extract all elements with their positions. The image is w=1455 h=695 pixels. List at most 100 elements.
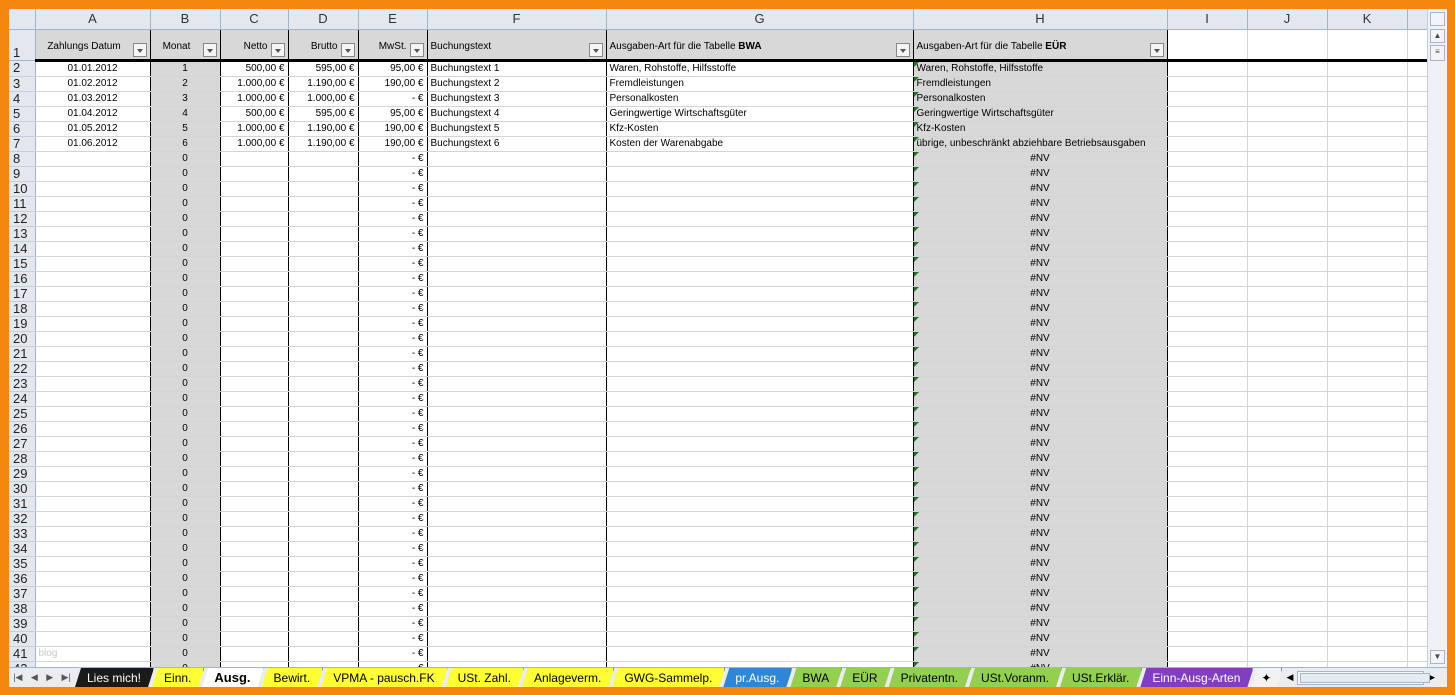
cell[interactable] — [35, 271, 151, 287]
cell[interactable]: 190,00 € — [358, 76, 428, 92]
cell[interactable] — [288, 616, 359, 632]
empty-cell[interactable] — [1167, 466, 1248, 482]
cell[interactable] — [35, 586, 151, 602]
cell[interactable]: 595,00 € — [288, 60, 359, 77]
empty-cell[interactable] — [1327, 616, 1408, 632]
column-header[interactable]: K — [1327, 9, 1408, 30]
empty-cell[interactable] — [1247, 121, 1328, 137]
cell[interactable] — [427, 181, 607, 197]
empty-cell[interactable] — [1167, 121, 1248, 137]
empty-cell[interactable] — [1167, 166, 1248, 182]
empty-cell[interactable] — [1247, 271, 1328, 287]
cell[interactable]: - € — [358, 571, 428, 587]
cell[interactable]: 0 — [150, 196, 221, 212]
cell[interactable] — [35, 406, 151, 422]
empty-cell[interactable] — [1407, 151, 1427, 167]
cell[interactable] — [288, 661, 359, 667]
empty-cell[interactable] — [1407, 331, 1427, 347]
cell[interactable]: 0 — [150, 571, 221, 587]
cell[interactable]: Kosten der Warenabgabe — [606, 136, 914, 152]
empty-cell[interactable] — [1247, 106, 1328, 122]
cell[interactable]: 500,00 € — [220, 106, 289, 122]
cell[interactable]: Geringwertige Wirtschaftsgüter — [913, 106, 1168, 122]
cell[interactable] — [35, 526, 151, 542]
empty-cell[interactable] — [1407, 196, 1427, 212]
cell[interactable] — [288, 286, 359, 302]
cell[interactable]: 0 — [150, 556, 221, 572]
empty-cell[interactable] — [1327, 166, 1408, 182]
cell[interactable]: 0 — [150, 226, 221, 242]
cell[interactable]: 0 — [150, 211, 221, 227]
empty-cell[interactable] — [1407, 586, 1427, 602]
empty-cell[interactable] — [1407, 481, 1427, 497]
empty-cell[interactable] — [1247, 406, 1328, 422]
empty-cell[interactable] — [1327, 406, 1408, 422]
cell[interactable] — [288, 361, 359, 377]
empty-cell[interactable] — [1407, 301, 1427, 317]
cell[interactable]: Fremdleistungen — [606, 76, 914, 92]
empty-cell[interactable] — [1327, 196, 1408, 212]
cell[interactable] — [35, 601, 151, 617]
cell[interactable] — [35, 511, 151, 527]
split-handle[interactable] — [1430, 12, 1445, 26]
cell[interactable]: #NV — [913, 376, 1168, 392]
empty-cell[interactable] — [1327, 286, 1408, 302]
filter-dropdown-icon[interactable] — [202, 42, 217, 57]
cell[interactable] — [427, 361, 607, 377]
empty-cell[interactable] — [1407, 316, 1427, 332]
cell[interactable]: 6 — [150, 136, 221, 152]
column-header[interactable]: E — [358, 9, 428, 30]
cell[interactable] — [606, 646, 914, 662]
cell[interactable]: 1.000,00 € — [220, 121, 289, 137]
empty-cell[interactable] — [1167, 181, 1248, 197]
row-number[interactable]: 10 — [9, 181, 36, 197]
empty-cell[interactable] — [1407, 661, 1427, 667]
cell[interactable]: #NV — [913, 301, 1168, 317]
cell[interactable] — [427, 571, 607, 587]
cell[interactable] — [220, 226, 289, 242]
cell[interactable] — [35, 241, 151, 257]
cell[interactable] — [606, 391, 914, 407]
cell[interactable] — [288, 421, 359, 437]
empty-cell[interactable] — [1247, 541, 1328, 557]
cell[interactable]: - € — [358, 406, 428, 422]
cell[interactable] — [606, 481, 914, 497]
empty-cell[interactable] — [1247, 451, 1328, 467]
cell[interactable] — [427, 601, 607, 617]
cell[interactable]: - € — [358, 151, 428, 167]
cell[interactable]: #NV — [913, 271, 1168, 287]
cell[interactable] — [288, 556, 359, 572]
empty-cell[interactable] — [1247, 76, 1328, 92]
empty-cell[interactable] — [1167, 391, 1248, 407]
cell[interactable]: 0 — [150, 466, 221, 482]
empty-cell[interactable] — [1247, 256, 1328, 272]
cell[interactable] — [427, 661, 607, 667]
vertical-scrollbar[interactable]: ▲ ≡ ▼ — [1427, 9, 1447, 667]
row-number[interactable]: 36 — [9, 571, 36, 587]
empty-cell[interactable] — [1247, 181, 1328, 197]
cell[interactable]: 01.05.2012 — [35, 121, 151, 137]
row-number[interactable]: 13 — [9, 226, 36, 242]
cell[interactable]: 0 — [150, 286, 221, 302]
sheet-tab[interactable]: Einn-Ausg-Arten — [1140, 668, 1253, 687]
horizontal-scrollbar[interactable]: ◀ ▶ — [1280, 668, 1447, 687]
cell[interactable] — [288, 241, 359, 257]
empty-cell[interactable] — [1407, 76, 1427, 92]
cell[interactable]: 0 — [150, 646, 221, 662]
cell[interactable] — [288, 301, 359, 317]
cell[interactable] — [220, 466, 289, 482]
cell[interactable]: #NV — [913, 391, 1168, 407]
empty-cell[interactable] — [1327, 376, 1408, 392]
row-number[interactable]: 32 — [9, 511, 36, 527]
filter-dropdown-icon[interactable] — [340, 42, 355, 57]
cell[interactable] — [35, 391, 151, 407]
cell[interactable] — [427, 316, 607, 332]
cell[interactable]: #NV — [913, 346, 1168, 362]
spreadsheet-grid[interactable]: A B C D E F G H I J K 1 Zahlungs Datum Monat Netto Brut… — [9, 9, 1427, 667]
row-number[interactable]: 35 — [9, 556, 36, 572]
cell[interactable]: #NV — [913, 331, 1168, 347]
empty-cell[interactable] — [1167, 481, 1248, 497]
table-header-cell[interactable]: Brutto — [288, 29, 359, 62]
cell[interactable]: 0 — [150, 601, 221, 617]
empty-cell[interactable] — [1407, 526, 1427, 542]
